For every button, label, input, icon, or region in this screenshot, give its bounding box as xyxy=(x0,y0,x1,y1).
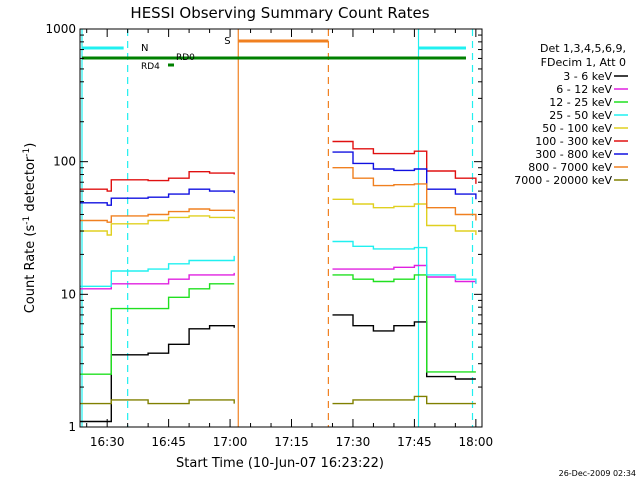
series-line-5-seg-1 xyxy=(332,140,477,184)
y-axis: 1 10 100 1000 xyxy=(45,22,482,434)
legend-header-1: Det 1,3,4,5,6,9, xyxy=(540,42,626,55)
legend-label-5: 100 - 300 keV xyxy=(535,135,612,148)
series-line-5-seg-0 xyxy=(80,171,235,192)
series-line-7-seg-0 xyxy=(80,208,235,223)
x-tick-label-2: 17:00 xyxy=(213,435,248,449)
series-line-8-seg-0 xyxy=(80,399,235,405)
legend-label-4: 50 - 100 keV xyxy=(542,122,612,135)
series-line-0-seg-0 xyxy=(80,325,235,423)
legend-label-0: 3 - 6 keV xyxy=(563,70,612,83)
y-axis-label-main: Count Rate (s xyxy=(23,225,38,314)
series-line-2-seg-0 xyxy=(80,283,235,375)
saa-flag-label: S xyxy=(224,36,230,47)
rd4-flag-label: RD4 xyxy=(141,62,160,72)
y-axis-label-end: ) xyxy=(23,143,38,148)
timestamp: 26-Dec-2009 02:34 xyxy=(559,469,636,478)
y-tick-label-1: 10 xyxy=(61,287,76,301)
y-axis-label-mid: detector xyxy=(23,156,38,216)
legend-header-2: FDecim 1, Att 0 xyxy=(541,56,626,69)
legend-label-8: 7000 - 20000 keV xyxy=(514,174,612,187)
legend-label-7: 800 - 7000 keV xyxy=(528,161,612,174)
night-flag-label: N xyxy=(141,43,148,54)
y-tick-label-3: 1000 xyxy=(45,22,76,36)
legend-label-6: 300 - 800 keV xyxy=(535,148,612,161)
series-line-2-seg-1 xyxy=(332,274,476,373)
x-tick-label-3: 17:15 xyxy=(274,435,309,449)
legend: Det 1,3,4,5,6,9, FDecim 1, Att 0 3 - 6 k… xyxy=(514,42,628,187)
series-line-3-seg-1 xyxy=(332,240,477,284)
x-tick-label-6: 18:00 xyxy=(459,435,494,449)
y-tick-label-0: 1 xyxy=(68,420,76,434)
rd0-flag-label: RD0 xyxy=(176,53,195,63)
series-line-8-seg-1 xyxy=(332,395,476,405)
x-tick-label-4: 17:30 xyxy=(336,435,371,449)
y-axis-label-sup1: -1 xyxy=(22,216,32,225)
series-line-6-seg-1 xyxy=(332,151,477,200)
y-axis-label: Count Rate (s-1 detector-1) xyxy=(22,143,38,314)
x-axis: 16:30 16:45 17:00 17:15 17:30 17:45 18:00 xyxy=(86,29,494,449)
series-line-0-seg-1 xyxy=(332,314,476,380)
x-axis-label: Start Time (10-Jun-07 16:23:22) xyxy=(176,456,384,471)
legend-label-3: 25 - 50 keV xyxy=(549,109,612,122)
plot-frame xyxy=(79,28,483,428)
x-tick-label-5: 17:45 xyxy=(397,435,432,449)
legend-label-2: 12 - 25 keV xyxy=(549,96,612,109)
series-line-4-seg-0 xyxy=(80,215,235,236)
y-axis-label-sup2: -1 xyxy=(22,148,32,157)
series-line-3-seg-0 xyxy=(80,255,235,287)
series-line-6-seg-0 xyxy=(80,188,235,206)
series-line-4-seg-1 xyxy=(332,198,477,235)
series-line-1-seg-0 xyxy=(80,272,235,290)
plot-area: N S RD0 RD4 xyxy=(80,29,477,427)
y-tick-label-2: 100 xyxy=(53,155,76,169)
legend-label-1: 6 - 12 keV xyxy=(556,83,612,96)
series-line-1-seg-1 xyxy=(332,264,477,284)
x-tick-label-0: 16:30 xyxy=(90,435,125,449)
series-line-7-seg-1 xyxy=(332,167,477,221)
chart-title: HESSI Observing Summary Count Rates xyxy=(130,4,429,22)
x-tick-label-1: 16:45 xyxy=(151,435,186,449)
